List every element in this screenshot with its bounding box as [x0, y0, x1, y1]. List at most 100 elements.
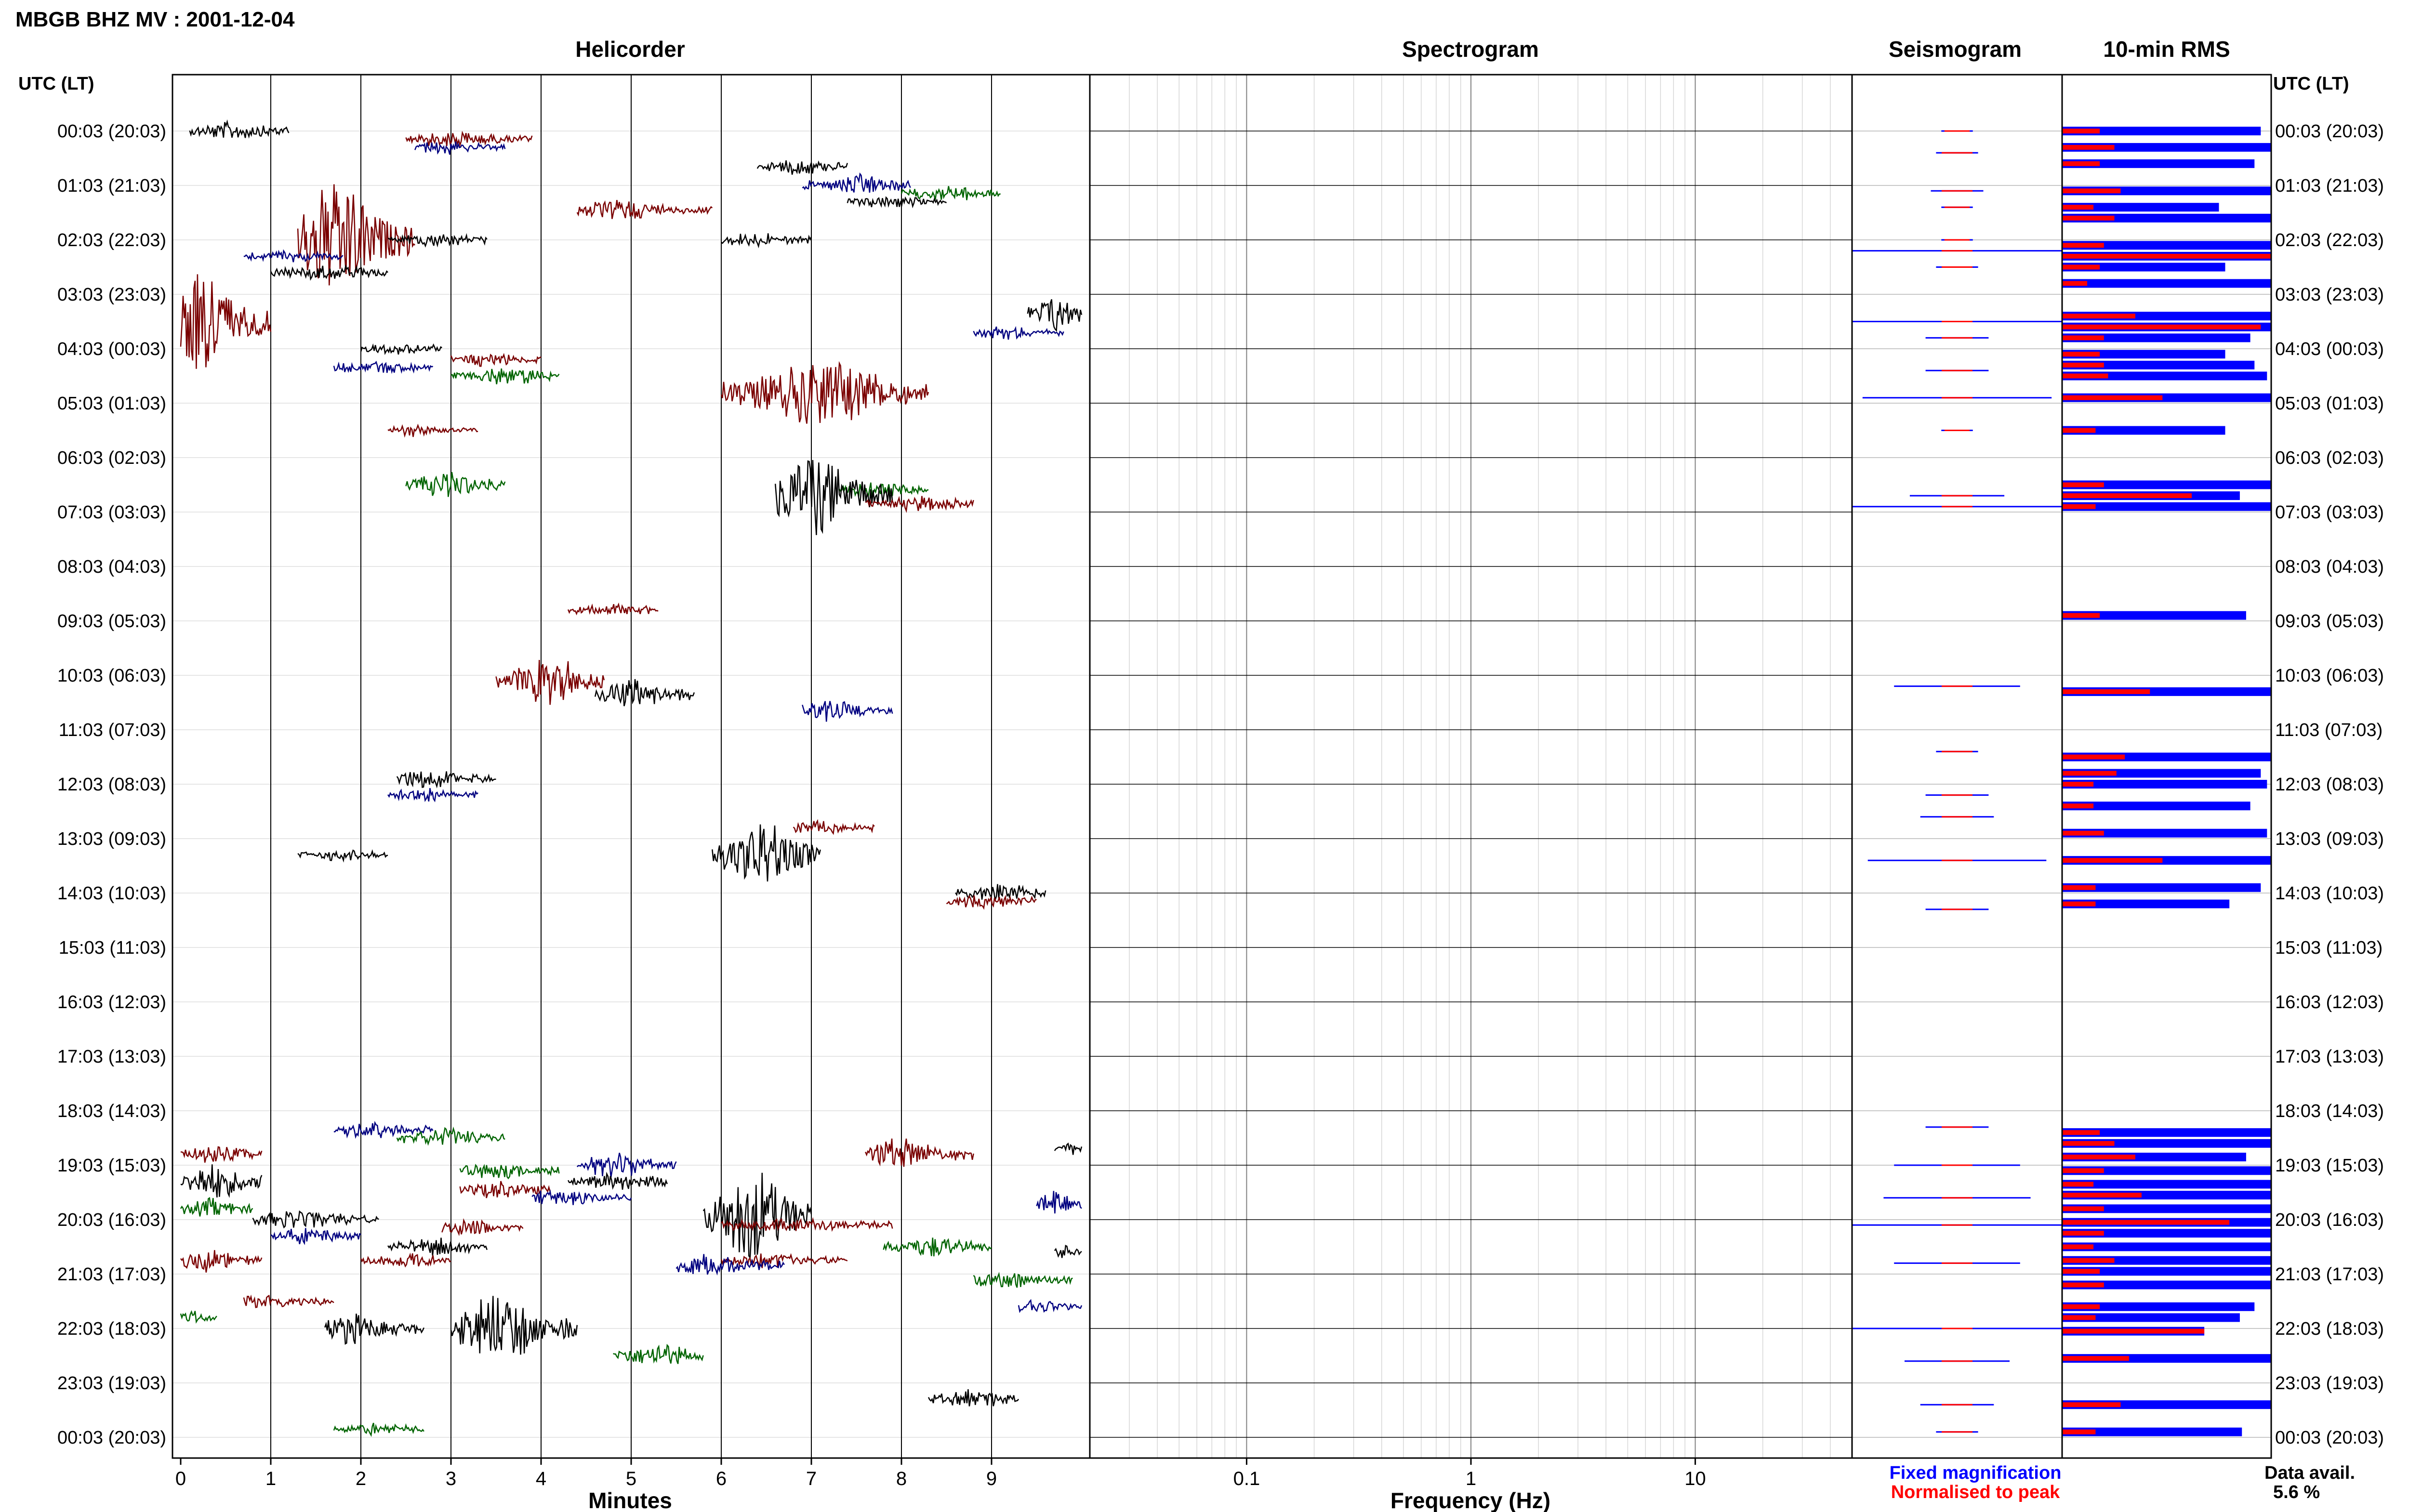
row-label-right: 19:03 (15:03): [2275, 1156, 2384, 1176]
rms-panel: [2061, 74, 2272, 1459]
helicorder-trace: [702, 1172, 812, 1260]
rms-fixed-bar: [2062, 802, 2250, 811]
rms-normalised-bar: [2062, 395, 2163, 400]
helicorder-x-ticks: 0 1 2 3 4 5 6 7 8 9: [175, 1458, 997, 1489]
rms-fixed-bar: [2062, 350, 2225, 359]
row-label-right: 10:03 (06:03): [2275, 666, 2384, 686]
rms-normalised-bar: [2062, 1168, 2104, 1173]
helicorder-trace: [883, 1237, 992, 1257]
row-label-left: 20:03 (16:03): [57, 1210, 166, 1230]
row-label-right: 15:03 (11:03): [2275, 938, 2383, 958]
rms-normalised-bar: [2062, 1429, 2096, 1434]
rms-normalised-bar: [2062, 373, 2108, 379]
rms-normalised-bar: [2062, 205, 2094, 210]
row-labels-left: 00:03 (20:03) 01:03 (21:03) 02:03 (22:03) 0…: [57, 121, 166, 1448]
row-labels-right: 00:03 (20:03) 01:03 (21:03) 02:03 (22:03) 0…: [2275, 121, 2384, 1448]
helicorder-trace: [802, 701, 893, 722]
utc-lt-header-left: UTC (LT): [18, 74, 94, 94]
row-label-right: 04:03 (00:03): [2275, 339, 2384, 359]
utc-lt-header-right: UTC (LT): [2273, 74, 2349, 94]
helicorder-trace: [865, 496, 974, 513]
helicorder-trace: [576, 200, 713, 219]
rms-fixed-bar: [2062, 1302, 2255, 1311]
rms-fixed-bar: [2062, 360, 2255, 369]
data-avail-value: 5.6 %: [2273, 1482, 2320, 1502]
helicorder-trace: [531, 1189, 632, 1205]
rms-fixed-bar: [2062, 502, 2271, 511]
helicorder-trace: [360, 343, 442, 355]
rms-fixed-bar: [2062, 1229, 2271, 1238]
spectrogram-xlabel: Frequency (Hz): [1390, 1488, 1550, 1512]
helicorder-x-tick-label: 8: [896, 1468, 907, 1489]
rms-fixed-bar: [2062, 371, 2267, 381]
rms-normalised-bar: [2062, 1315, 2096, 1320]
helicorder-panel: 0 1 2 3 4 5 6 7 8 9 Minutes: [172, 74, 1091, 1512]
helicorder-trace: [189, 119, 290, 139]
rms-normalised-bar: [2062, 264, 2100, 270]
row-label-left: 17:03 (13:03): [57, 1047, 166, 1067]
rms-normalised-bar: [2062, 188, 2121, 194]
rms-normalised-bar: [2062, 493, 2192, 499]
helicorder-trace: [270, 264, 388, 281]
rms-normalised-bar: [2062, 613, 2100, 618]
rms-frame: [2061, 74, 2272, 1459]
row-label-right: 17:03 (13:03): [2275, 1047, 2384, 1067]
rms-normalised-bar: [2062, 1141, 2115, 1146]
rms-fixed-bar: [2062, 1128, 2271, 1137]
helicorder-trace: [180, 274, 272, 369]
helicorder-trace: [405, 131, 533, 147]
row-label-left: 00:03 (20:03): [57, 1428, 166, 1448]
helicorder-trace: [721, 233, 812, 249]
row-label-right: 13:03 (09:03): [2275, 829, 2384, 849]
row-label-left: 01:03 (21:03): [57, 176, 166, 196]
helicorder-x-tick-label: 3: [446, 1468, 456, 1489]
seismogram-traces: [1852, 130, 2062, 1433]
row-label-right: 22:03 (18:03): [2275, 1319, 2384, 1339]
rms-normalised-bar: [2062, 504, 2096, 509]
data-avail-label: Data avail.: [2264, 1463, 2355, 1483]
row-label-left: 12:03 (08:03): [57, 775, 166, 795]
helicorder-trace: [459, 1164, 560, 1180]
helicorder-trace: [387, 1237, 488, 1256]
helicorder-trace: [1054, 1142, 1083, 1155]
rms-normalised-bar: [2062, 1130, 2100, 1135]
rms-normalised-bar: [2062, 243, 2104, 248]
helicorder-trace: [756, 160, 848, 175]
row-label-left: 08:03 (04:03): [57, 557, 166, 577]
row-label-left: 13:03 (09:03): [57, 829, 166, 849]
row-label-left: 19:03 (15:03): [57, 1156, 166, 1176]
row-label-right: 07:03 (03:03): [2275, 502, 2384, 523]
row-label-right: 18:03 (14:03): [2275, 1101, 2384, 1121]
helicorder-trace: [333, 1422, 424, 1437]
rms-normalised-bar: [2062, 352, 2100, 357]
row-label-left: 23:03 (19:03): [57, 1373, 166, 1394]
helicorder-x-tick-label: 1: [265, 1468, 276, 1489]
row-label-right: 09:03 (05:03): [2275, 611, 2384, 631]
row-label-left: 03:03 (23:03): [57, 285, 166, 305]
helicorder-x-tick-label: 0: [175, 1468, 186, 1489]
row-label-right: 20:03 (16:03): [2275, 1210, 2384, 1230]
row-label-right: 14:03 (10:03): [2275, 883, 2384, 904]
row-label-right: 06:03 (02:03): [2275, 448, 2384, 468]
helicorder-trace: [720, 1253, 848, 1268]
rms-normalised-bar: [2062, 362, 2104, 368]
rms-fixed-bar: [2062, 159, 2255, 168]
helicorder-trace: [946, 894, 1037, 910]
rms-normalised-bar: [2062, 1220, 2230, 1225]
rms-normalised-bar: [2062, 1269, 2100, 1274]
spectrogram-x-tick-label: 10: [1684, 1468, 1706, 1489]
rms-normalised-bar: [2062, 901, 2096, 907]
rms-fixed-bar: [2062, 127, 2261, 135]
row-label-left: 18:03 (14:03): [57, 1101, 166, 1121]
rms-normalised-bar: [2062, 1182, 2094, 1187]
spectrogram-row-lines: [1090, 131, 1852, 1438]
rms-fixed-bar: [2062, 263, 2225, 272]
spectrogram-x-tick-label: 0.1: [1233, 1468, 1260, 1489]
row-label-left: 04:03 (00:03): [57, 339, 166, 359]
helicorder-xlabel: Minutes: [588, 1488, 672, 1512]
rms-fixed-bar: [2062, 1313, 2240, 1322]
helicorder-trace: [1036, 1191, 1082, 1214]
rms-bars: [2062, 127, 2271, 1436]
rms-normalised-bar: [2062, 803, 2094, 809]
